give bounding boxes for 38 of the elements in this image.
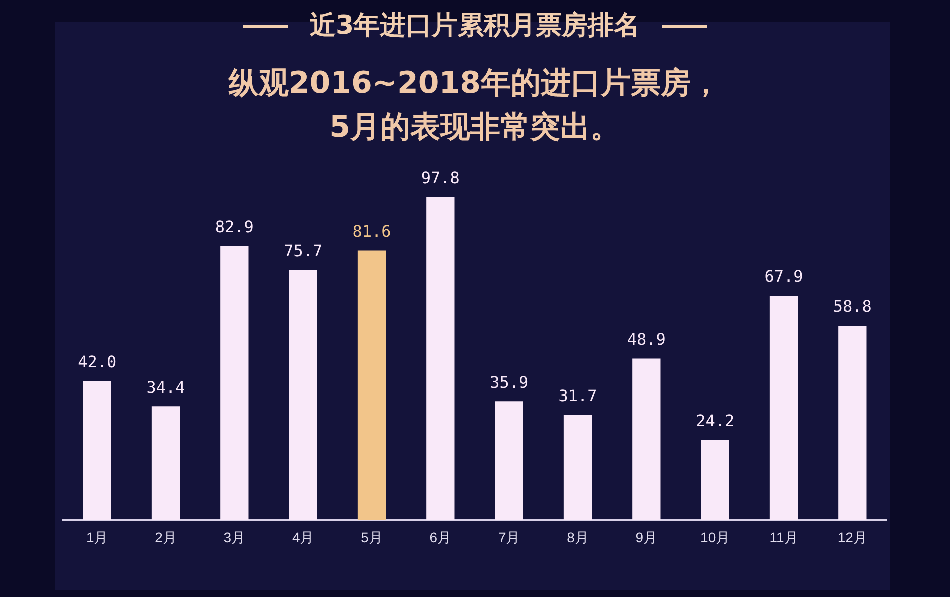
bar xyxy=(83,382,112,520)
data-label: 81.6 xyxy=(352,222,392,241)
bar xyxy=(289,270,318,520)
x-tick-label: 4月 xyxy=(292,529,314,546)
data-label: 31.7 xyxy=(558,386,598,406)
data-label: 35.9 xyxy=(490,372,529,392)
data-label: 42.0 xyxy=(78,352,117,372)
chart-title: 近3年进口片累积月票房排名 xyxy=(310,11,640,41)
x-tick-label: 9月 xyxy=(636,529,658,546)
x-tick-label: 2月 xyxy=(155,529,177,546)
x-tick-label: 8月 xyxy=(567,529,589,546)
data-label: 97.8 xyxy=(421,168,460,188)
x-tick-label: 3月 xyxy=(224,529,246,546)
x-tick-label: 1月 xyxy=(86,529,108,546)
data-label: 67.9 xyxy=(764,267,804,286)
x-tick-label: 6月 xyxy=(430,529,452,546)
data-label: 34.4 xyxy=(146,378,186,397)
bar xyxy=(770,296,798,520)
bar xyxy=(220,246,249,520)
bar xyxy=(632,358,661,520)
x-tick-label: 11月 xyxy=(770,529,798,546)
bar xyxy=(152,406,180,520)
data-label: 82.9 xyxy=(215,218,254,237)
bar xyxy=(426,197,455,520)
data-label: 75.7 xyxy=(284,241,323,260)
chart-subtitle: 纵观2016~2018年的进口片票房， 5月的表现非常突出。 xyxy=(228,65,722,147)
x-tick-label: 7月 xyxy=(498,529,520,546)
data-label: 58.8 xyxy=(833,297,872,316)
x-tick-label: 5月 xyxy=(361,529,383,546)
x-tick-label: 10月 xyxy=(700,529,730,546)
data-label: 24.2 xyxy=(696,411,735,430)
x-tick-label: 12月 xyxy=(838,529,868,546)
bar xyxy=(358,250,386,520)
bar xyxy=(838,326,867,520)
bar xyxy=(564,416,592,520)
bar xyxy=(495,402,524,520)
bar xyxy=(701,440,730,520)
data-label: 48.9 xyxy=(627,330,666,349)
